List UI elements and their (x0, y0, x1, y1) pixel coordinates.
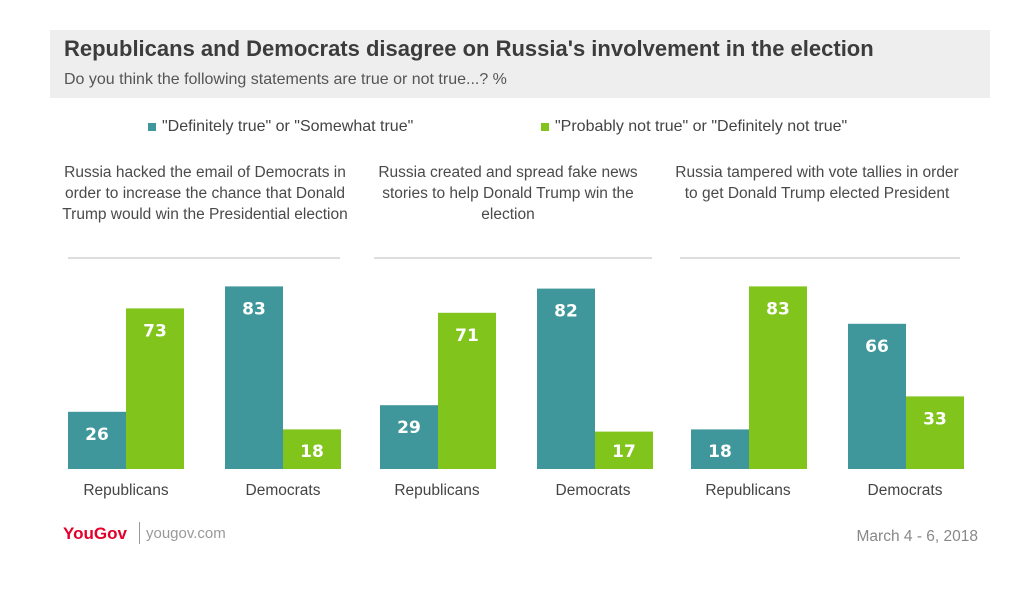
value-label-panel-3-democrats-not-true: 33 (923, 409, 947, 429)
legend-item-true: "Definitely true" or "Somewhat true" (148, 116, 413, 138)
value-label-panel-3-republicans-true: 18 (708, 442, 732, 462)
bar-panel-3-democrats-not-true (906, 396, 964, 469)
bar-panel-3-democrats-true (848, 323, 906, 469)
panel-3-category-democrats: Democrats (867, 482, 943, 499)
panel-2-divider (374, 257, 652, 259)
bar-panel-1-democrats-true (225, 286, 283, 469)
bar-panel-3-republicans-not-true (749, 286, 807, 469)
legend-label-not-true: "Probably not true" or "Definitely not t… (555, 118, 848, 135)
bar-panel-2-democrats-not-true (595, 431, 653, 469)
footer-separator (139, 522, 140, 544)
value-label-panel-3-republicans-not-true: 83 (766, 299, 790, 319)
bar-panel-1-republicans-true (68, 411, 126, 469)
value-label-panel-1-republicans-true: 26 (85, 425, 109, 445)
bar-panel-2-republicans-not-true (438, 312, 496, 469)
bar-panel-1-republicans-not-true (126, 308, 184, 469)
panel-3-category-republicans: Republicans (705, 482, 791, 499)
chart-header: Republicans and Democrats disagree on Ru… (50, 30, 990, 98)
bar-panel-3-republicans-true (691, 429, 749, 469)
legend-item-not-true: "Probably not true" or "Definitely not t… (541, 116, 847, 138)
value-label-panel-2-democrats-not-true: 17 (612, 442, 636, 462)
legend-swatch-not-true (541, 123, 549, 131)
legend-label-true: "Definitely true" or "Somewhat true" (162, 118, 414, 135)
footer-site-link[interactable]: yougov.com (146, 525, 226, 542)
value-label-panel-1-democrats-true: 83 (242, 299, 266, 319)
panel-2-question: Russia created and spread fake news stor… (378, 164, 638, 223)
survey-date: March 4 - 6, 2018 (856, 528, 978, 545)
legend-swatch-true (148, 123, 156, 131)
bar-panel-2-democrats-true (537, 288, 595, 469)
panel-2-category-republicans: Republicans (394, 482, 480, 499)
value-label-panel-1-democrats-not-true: 18 (300, 442, 324, 462)
bar-panel-2-republicans-true (380, 405, 438, 469)
panel-3-question: Russia tampered with vote tallies in ord… (675, 164, 959, 202)
value-label-panel-2-republicans-true: 29 (397, 418, 421, 438)
yougov-logo: YouGov (63, 524, 127, 543)
value-label-panel-2-republicans-not-true: 71 (455, 326, 479, 346)
panel-3-divider (680, 257, 960, 259)
value-label-panel-2-democrats-true: 82 (554, 302, 578, 322)
panel-2-category-democrats: Democrats (555, 482, 631, 499)
panel-1-category-democrats: Democrats (245, 482, 321, 499)
chart-title: Republicans and Democrats disagree on Ru… (64, 36, 874, 61)
chart-subtitle: Do you think the following statements ar… (64, 71, 507, 88)
value-label-panel-3-democrats-true: 66 (865, 337, 889, 357)
value-label-panel-1-republicans-not-true: 73 (143, 321, 167, 341)
panel-1-category-republicans: Republicans (83, 482, 169, 499)
bar-panel-1-democrats-not-true (283, 429, 341, 469)
panel-1-question: Russia hacked the email of Democrats in … (62, 164, 348, 223)
panel-1-divider (68, 257, 340, 259)
